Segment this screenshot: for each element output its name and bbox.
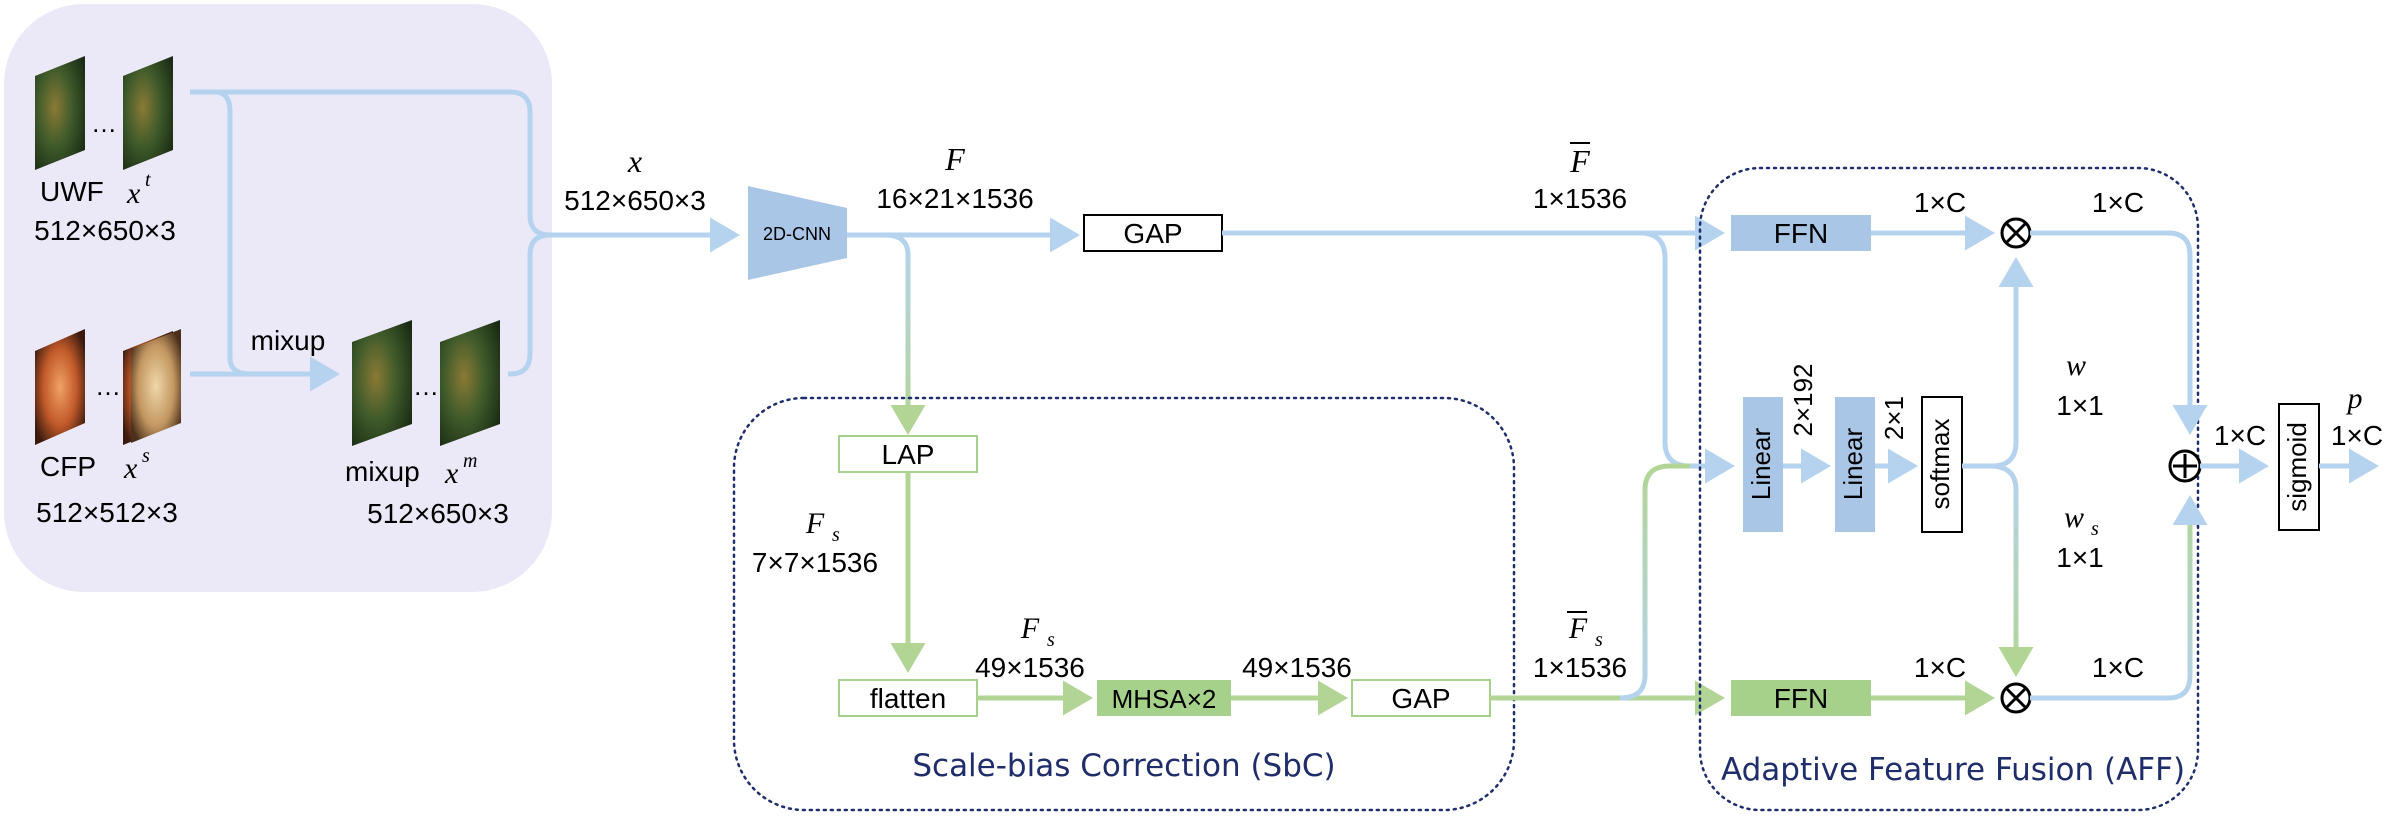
uwf-label: UWF [40,176,104,207]
linear2-label: Linear [1838,428,1868,501]
sum-out-dims: 1×C [2214,420,2266,451]
mixup-images [352,320,500,446]
mixup-edge-label: mixup [251,325,326,356]
mixup-superscript: m [463,450,477,472]
mult-bottom-out-dims: 1×C [2092,652,2144,683]
linear1-label: Linear [1746,428,1776,501]
p-symbol: p [2346,382,2363,415]
mult-bottom-to-sum-arrow [2030,495,2208,701]
cfp-symbol: x [123,452,138,485]
ffn-top-out-dims: 1×C [1914,187,1966,218]
fsbar-symbol: F [1568,612,1588,645]
cnn-label: 2D-CNN [763,224,831,244]
cfp-ellipsis: … [95,371,121,401]
f-symbol: F [944,141,965,177]
fsbar-dims: 1×1536 [1533,652,1627,683]
fs2-dims: 49×1536 [975,652,1085,683]
flatten-block [838,679,978,717]
fbar-to-linear-arrow [1639,230,1735,484]
gap-top-block [1083,214,1223,252]
linear2-block [1835,397,1875,532]
ffn-top-block [1731,215,1871,251]
cfp-dims: 512×512×3 [36,497,178,528]
ws-subscript: s [2091,518,2099,540]
multiply-top-icon [2000,217,2032,249]
mhsa-output-dims: 49×1536 [1242,652,1352,683]
lap-label: LAP [882,439,935,470]
uwf-symbol: x [126,177,141,210]
aff-title: Adaptive Feature Fusion (AFF) [1721,752,2185,788]
softmax-block [1921,396,1963,533]
gap-sbc-block [1351,679,1491,717]
w-symbol: w [2066,349,2086,382]
cnn-block [748,186,847,280]
cfp-images [35,329,181,445]
mixup-image-label: mixup [345,456,420,487]
fs2-symbol: F [1020,612,1040,645]
fsbar-subscript: s [1595,629,1603,651]
fbar-dims: 1×1536 [1533,183,1627,214]
ws-symbol: w [2064,501,2084,534]
uwf-ellipsis: … [91,108,117,138]
gap-sbc-label: GAP [1391,683,1450,714]
softmax-to-top-mult-arrow [1962,257,2034,469]
ffn-top-label: FFN [1774,218,1828,249]
sum-icon [2168,449,2202,483]
input-arrows [190,89,740,392]
sbc-module [732,396,1516,812]
p-dims: 1×C [2331,420,2383,451]
uwf-superscript: t [145,169,151,191]
gap-top-label: GAP [1123,218,1182,249]
cnn-to-lap-arrow [884,232,926,435]
mhsa-label: MHSA×2 [1112,684,1217,714]
mult-top-to-sum-arrow [2030,230,2208,435]
fsbar-to-linear-arrow [1619,463,1690,701]
dim-2x192: 2×192 [1788,363,1818,436]
cfp-label: CFP [40,451,96,482]
fs1-symbol: F [805,507,825,540]
flatten-label: flatten [870,683,946,714]
x-dims: 512×650×3 [564,185,706,216]
ffn-bottom-out-dims: 1×C [1914,652,1966,683]
lap-block [838,435,978,473]
aff-module [1698,166,2200,812]
fbar-symbol: F [1569,143,1590,179]
mixup-symbol: x [444,457,459,490]
fs1-dims: 7×7×1536 [752,547,878,578]
linear1-block [1743,397,1783,532]
uwf-images [35,56,173,170]
sigmoid-label: sigmoid [2282,422,2312,512]
softmax-to-bottom-mult-arrow [1989,463,2034,677]
x-symbol: x [627,143,642,179]
f-dims: 16×21×1536 [876,183,1033,214]
mhsa-block [1097,680,1231,716]
ws-dims: 1×1 [2056,542,2104,573]
softmax-label: softmax [1925,418,1955,509]
mult-top-out-dims: 1×C [2092,187,2144,218]
mixup-dims: 512×650×3 [367,498,509,529]
dim-2x1: 2×1 [1879,396,1909,440]
fs2-subscript: s [1047,629,1055,651]
multiply-bottom-icon [2000,682,2032,714]
sbc-title: Scale-bias Correction (SbC) [912,748,1335,784]
mixup-ellipsis: … [413,371,439,401]
fs1-subscript: s [832,524,840,546]
w-dims: 1×1 [2056,390,2104,421]
ffn-bottom-label: FFN [1774,683,1828,714]
uwf-dims: 512×650×3 [34,215,176,246]
ffn-bottom-block [1731,680,1871,716]
cfp-superscript: s [142,445,150,467]
